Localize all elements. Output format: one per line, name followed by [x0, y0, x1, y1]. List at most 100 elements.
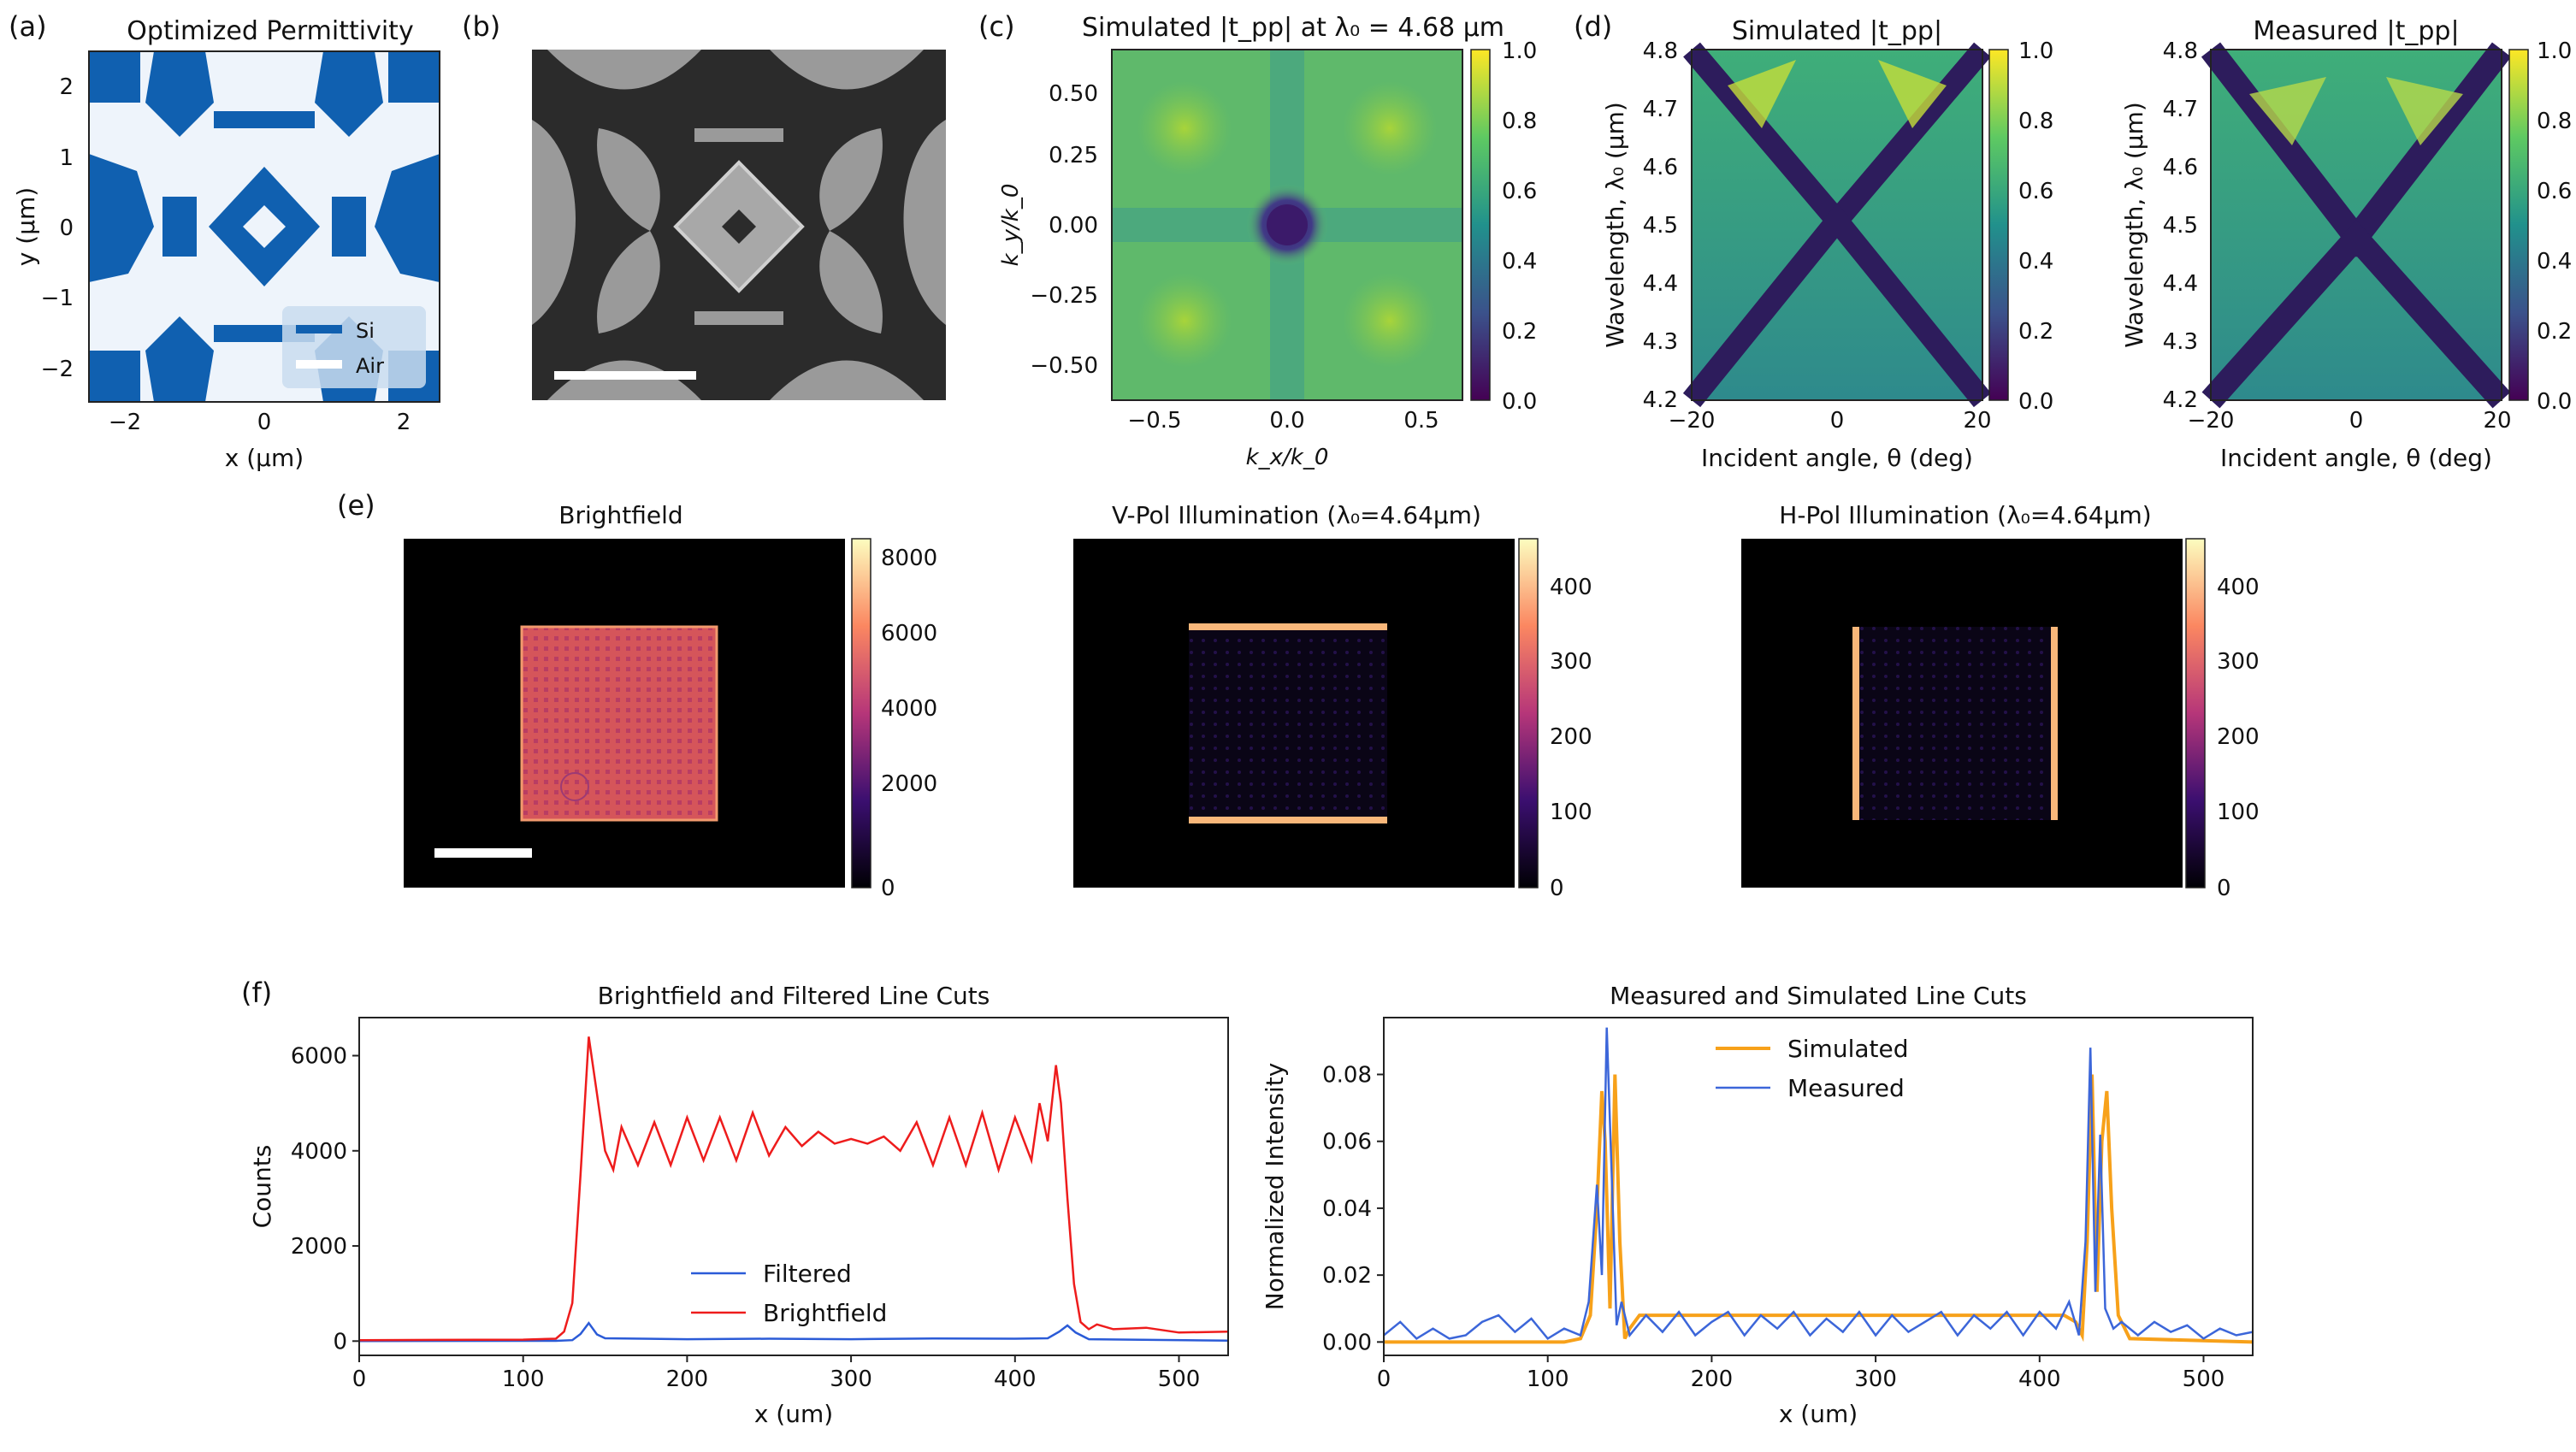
panel-c-ylabel: k_y/k_0 [998, 184, 1024, 267]
y-tick-label: 4000 [291, 1139, 347, 1165]
svg-text:−2: −2 [109, 410, 141, 435]
y-tick-label: 0 [333, 1329, 347, 1355]
hpol-colorbar [2185, 538, 2206, 888]
x-tick-label: 200 [1691, 1366, 1734, 1392]
hpol-cbar-ticks: 400 300 200 100 0 [2217, 575, 2260, 901]
svg-text:4.3: 4.3 [1643, 329, 1678, 355]
series-filtered [358, 1321, 1229, 1343]
svg-text:−0.25: −0.25 [1030, 283, 1098, 309]
svg-text:1: 1 [59, 145, 74, 171]
panel-a-xticks: −2 0 2 [109, 410, 411, 435]
x-axis-label: x (um) [754, 1400, 833, 1428]
x-tick-label: 400 [994, 1366, 1037, 1392]
plot-frame [1383, 1017, 2254, 1356]
scale-bar [554, 371, 696, 380]
svg-text:0.0: 0.0 [1269, 408, 1304, 434]
svg-text:1.0: 1.0 [2018, 38, 2053, 64]
y-tick-label: 0.06 [1322, 1130, 1372, 1155]
svg-text:0.0: 0.0 [2537, 389, 2572, 415]
svg-text:0: 0 [1550, 876, 1564, 901]
svg-text:−0.5: −0.5 [1127, 408, 1181, 434]
measured-dispersion [2201, 42, 2512, 409]
panel-e-title-h: H-Pol Illumination (λ₀=4.64μm) [1779, 501, 2151, 529]
legend-label: Simulated [1787, 1035, 1909, 1063]
svg-text:4.6: 4.6 [1643, 155, 1678, 180]
panel-d-cbar-ticks-left: 1.0 0.8 0.6 0.4 0.2 0.0 [2018, 38, 2053, 415]
svg-text:2: 2 [59, 74, 74, 100]
panel-a-yticks: 2 1 0 −1 −2 [41, 74, 74, 382]
svg-text:0.6: 0.6 [1502, 179, 1537, 204]
panel-d-xlabel-right: Incident angle, θ (deg) [2220, 444, 2492, 472]
svg-text:20: 20 [1963, 408, 1991, 434]
svg-text:0: 0 [59, 215, 74, 241]
panel-c-xticks: −0.5 0.0 0.5 [1127, 408, 1439, 434]
svg-text:0.4: 0.4 [2018, 249, 2053, 274]
x-tick-label: 500 [1158, 1366, 1201, 1392]
panel-d-yticks-left: 4.8 4.7 4.6 4.5 4.4 4.3 4.2 [1643, 38, 1678, 413]
panel-c-colorbar [1470, 49, 1491, 401]
svg-text:0.4: 0.4 [1502, 249, 1537, 274]
svg-text:4.4: 4.4 [2163, 271, 2198, 297]
simulated-dispersion [1682, 42, 1992, 408]
line-cut-chart-measured: Measured and Simulated Line Cuts 0 100 200 3… [1261, 982, 2254, 1428]
series-simulated [1384, 1074, 2254, 1344]
panel-d-title-left: Simulated |t_pp| [1732, 16, 1942, 46]
brightfield-image [404, 539, 845, 888]
panel-d-cbar-ticks-right: 1.0 0.8 0.6 0.4 0.2 0.0 [2537, 38, 2572, 415]
svg-text:0.4: 0.4 [2537, 249, 2572, 274]
svg-text:300: 300 [2217, 649, 2260, 675]
svg-text:0: 0 [881, 876, 895, 901]
bf-cbar-ticks: 8000 6000 4000 2000 0 [881, 546, 937, 901]
panel-c-label: (c) [978, 10, 1015, 43]
legend-label: Measured [1787, 1074, 1905, 1102]
x-axis-label: x (um) [1779, 1400, 1858, 1428]
svg-text:0.25: 0.25 [1049, 143, 1098, 168]
panel-f-label: (f) [241, 977, 272, 1009]
vpol-cbar-ticks: 400 300 200 100 0 [1550, 575, 1592, 901]
y-tick-label: 0.02 [1322, 1263, 1372, 1289]
svg-text:400: 400 [2217, 575, 2260, 600]
svg-text:0.6: 0.6 [2537, 179, 2572, 204]
svg-text:4.7: 4.7 [1643, 97, 1678, 122]
sem-image [532, 50, 946, 400]
svg-text:0.50: 0.50 [1049, 81, 1098, 107]
x-tick-label: 300 [830, 1366, 872, 1392]
svg-text:0: 0 [257, 410, 272, 435]
svg-text:0.2: 0.2 [2018, 319, 2053, 345]
y-tick-label: 0.08 [1322, 1062, 1372, 1088]
svg-text:8000: 8000 [881, 546, 937, 571]
panel-d-colorbar-left [1988, 49, 2009, 401]
svg-text:0.0: 0.0 [2018, 389, 2053, 415]
svg-text:−2: −2 [41, 357, 74, 382]
vpol-colorbar [1518, 538, 1539, 888]
svg-text:20: 20 [2483, 408, 2511, 434]
y-tick-label: 2000 [291, 1234, 347, 1260]
x-tick-label: 0 [352, 1366, 367, 1392]
svg-text:4.5: 4.5 [2163, 213, 2198, 239]
svg-text:200: 200 [2217, 724, 2260, 750]
panel-e-title-v: V-Pol Illumination (λ₀=4.64μm) [1112, 501, 1481, 529]
bf-colorbar [851, 538, 871, 888]
series-brightfield [358, 1036, 1229, 1342]
svg-text:400: 400 [1550, 575, 1592, 600]
bf-scale-bar [434, 848, 532, 858]
svg-text:4.6: 4.6 [2163, 155, 2198, 180]
series-measured [1383, 1027, 2254, 1341]
svg-text:0.2: 0.2 [1502, 319, 1537, 345]
plot-frame [358, 1017, 1229, 1356]
panel-d-ylabel-left: Wavelength, λ₀ (μm) [1601, 102, 1629, 348]
line-cut-chart-brightfield: Brightfield and Filtered Line Cuts 0 100 20… [248, 982, 1229, 1428]
svg-text:100: 100 [2217, 800, 2260, 825]
panel-d-yticks-right: 4.8 4.7 4.6 4.5 4.4 4.3 4.2 [2163, 38, 2198, 413]
panel-d-xticks-left: −20 0 20 [1669, 408, 1992, 434]
panel-a-xlabel: x (μm) [225, 444, 304, 472]
svg-text:4.4: 4.4 [1643, 271, 1678, 297]
panel-d-title-right: Measured |t_pp| [2253, 16, 2459, 46]
svg-text:0.6: 0.6 [2018, 179, 2053, 204]
svg-text:2000: 2000 [881, 771, 937, 797]
x-tick-label: 300 [1854, 1366, 1897, 1392]
svg-text:200: 200 [1550, 724, 1592, 750]
y-axis-label: Normalized Intensity [1261, 1063, 1289, 1311]
panel-a-legend: Si Air [282, 306, 426, 388]
svg-text:0.8: 0.8 [1502, 109, 1537, 134]
